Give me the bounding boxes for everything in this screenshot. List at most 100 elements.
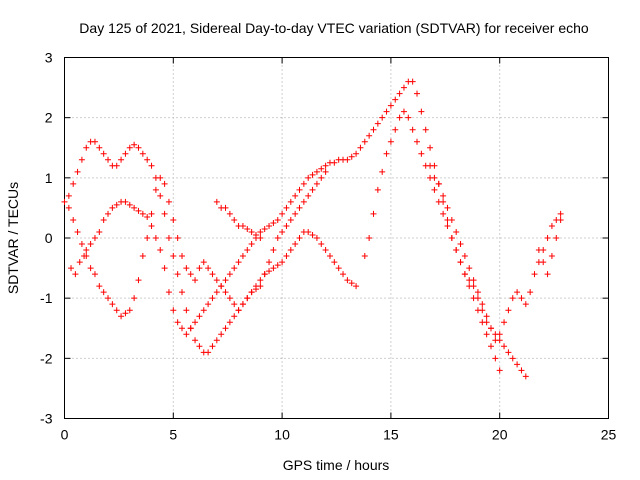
data-point (540, 259, 547, 266)
data-point (483, 313, 490, 320)
data-point (331, 159, 338, 166)
data-point (418, 150, 425, 157)
data-point (557, 210, 564, 217)
data-point (83, 144, 90, 151)
data-point (461, 271, 468, 278)
data-point (435, 198, 442, 205)
data-point (318, 241, 325, 248)
data-point (174, 319, 181, 326)
data-point (83, 253, 90, 260)
data-point (318, 174, 325, 181)
data-point (444, 222, 451, 229)
data-point (466, 265, 473, 272)
data-point (483, 319, 490, 326)
data-point (361, 138, 368, 145)
data-point (548, 253, 555, 260)
data-point (470, 283, 477, 290)
data-point (252, 231, 259, 238)
data-point (213, 277, 220, 284)
data-point (270, 247, 277, 254)
data-point (387, 102, 394, 109)
data-point (287, 198, 294, 205)
data-point (353, 150, 360, 157)
data-point (131, 295, 138, 302)
data-point (218, 331, 225, 338)
data-point (179, 325, 186, 332)
data-point (448, 216, 455, 223)
data-points (61, 78, 564, 380)
data-point (553, 235, 560, 241)
data-point (205, 265, 212, 272)
data-point (122, 150, 129, 157)
data-point (231, 216, 238, 223)
data-point (557, 216, 564, 223)
data-point (261, 271, 268, 278)
data-point (248, 241, 255, 248)
data-point (100, 289, 107, 296)
data-point (366, 235, 373, 241)
data-point (474, 289, 481, 296)
data-point (457, 241, 464, 248)
y-tick-label: 2 (45, 110, 53, 126)
data-point (279, 210, 286, 217)
data-point (161, 265, 168, 272)
data-point (283, 204, 290, 211)
data-point (235, 307, 242, 314)
data-point (72, 271, 79, 278)
data-point (65, 192, 72, 199)
data-point (100, 150, 107, 157)
data-point (422, 126, 429, 133)
data-point (218, 283, 225, 290)
data-point (231, 313, 238, 320)
data-point (300, 198, 307, 205)
data-point (518, 367, 525, 374)
data-point (505, 307, 512, 314)
data-point (209, 343, 216, 350)
x-tick-label: 10 (274, 427, 290, 443)
data-point (209, 295, 216, 302)
data-point (170, 216, 177, 223)
data-point (409, 126, 416, 133)
data-point (440, 210, 447, 217)
data-point (274, 235, 281, 241)
data-point (96, 144, 103, 151)
data-point (261, 225, 268, 232)
data-point (479, 301, 486, 308)
data-point (322, 247, 329, 254)
x-tick-label: 20 (492, 427, 508, 443)
data-point (148, 222, 155, 229)
data-point (305, 192, 312, 199)
data-point (144, 213, 151, 220)
data-point (322, 162, 329, 169)
data-point (418, 108, 425, 115)
x-tick-label: 25 (601, 427, 617, 443)
y-tick-label: -3 (40, 411, 53, 427)
data-point (479, 307, 486, 314)
data-point (76, 259, 83, 266)
data-point (374, 120, 381, 127)
data-point (65, 204, 72, 211)
data-point (135, 277, 142, 284)
data-point (118, 313, 125, 320)
data-point (152, 235, 159, 241)
data-point (105, 210, 112, 217)
chart-title: Day 125 of 2021, Sidereal Day-to-day VTE… (79, 20, 589, 36)
data-point (257, 228, 264, 235)
data-point (326, 253, 333, 260)
data-point (174, 235, 181, 241)
data-point (487, 343, 494, 350)
data-point (309, 186, 316, 193)
data-point (87, 241, 94, 248)
data-point (244, 247, 251, 254)
data-point (396, 90, 403, 97)
data-point (139, 150, 146, 157)
data-point (414, 138, 421, 145)
data-point (414, 90, 421, 97)
data-point (548, 222, 555, 229)
data-point (461, 253, 468, 260)
y-tick-label: 3 (45, 50, 53, 66)
data-point (118, 156, 125, 163)
data-point (157, 247, 164, 254)
data-point (296, 186, 303, 193)
data-point (126, 201, 133, 208)
